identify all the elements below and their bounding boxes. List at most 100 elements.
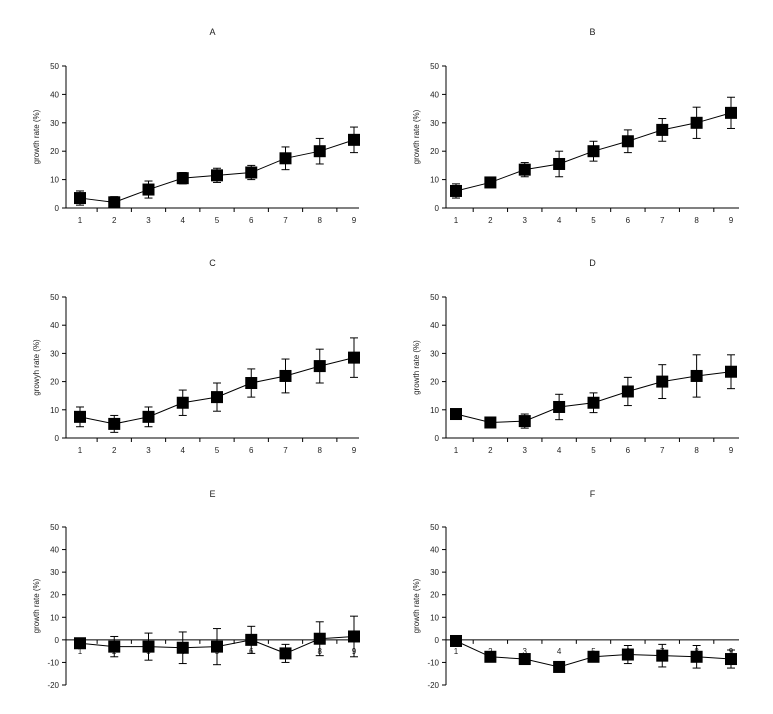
data-point <box>621 385 634 398</box>
y-tick-label: 0 <box>435 434 440 443</box>
data-point <box>142 183 155 196</box>
x-tick-label: 9 <box>729 446 734 455</box>
chart-title: A <box>209 27 215 37</box>
x-tick-label: 2 <box>488 216 493 225</box>
chart-panel-b: B 0 10 20 30 40 50 1 2 3 4 5 6 7 8 9 growth rate (%) <box>412 27 739 225</box>
chart-title: B <box>589 27 595 37</box>
x-tick-label: 9 <box>352 446 357 455</box>
data-point <box>553 157 566 170</box>
x-tick-label: 5 <box>215 216 220 225</box>
data-point <box>108 196 121 209</box>
y-tick-label: 50 <box>50 293 59 302</box>
y-tick-label: 0 <box>55 434 60 443</box>
chart-panel-e: E-20-1001020304050123456789growth rate (… <box>32 489 360 690</box>
chart-title: E <box>209 489 215 499</box>
data-point <box>211 391 223 404</box>
x-tick-label: 1 <box>454 647 459 656</box>
data-point <box>74 192 86 205</box>
x-tick-label: 4 <box>557 216 562 225</box>
x-tick-label: 5 <box>591 446 596 455</box>
x-tick-label: 6 <box>249 216 254 225</box>
x-tick-label: 9 <box>352 216 357 225</box>
y-tick-label: 20 <box>50 147 59 156</box>
y-tick-label: 50 <box>50 523 59 532</box>
y-tick-label: 40 <box>430 321 439 330</box>
data-point <box>279 152 292 165</box>
x-tick-label: 5 <box>215 446 220 455</box>
chart-title: D <box>589 258 596 268</box>
y-tick-label: 0 <box>55 636 60 645</box>
y-tick-label: 0 <box>435 636 440 645</box>
data-point <box>211 169 223 182</box>
data-point <box>656 123 669 136</box>
y-tick-label: 0 <box>435 204 440 213</box>
data-point <box>518 163 531 176</box>
data-point <box>142 410 155 423</box>
data-point <box>656 649 669 662</box>
data-point <box>725 106 737 119</box>
x-tick-label: 8 <box>318 446 323 455</box>
x-tick-label: 3 <box>146 446 151 455</box>
data-point <box>553 400 566 413</box>
data-point <box>313 360 326 373</box>
data-point <box>176 396 189 409</box>
x-tick-label: 6 <box>249 446 254 455</box>
x-tick-label: 6 <box>626 446 631 455</box>
data-point <box>621 135 634 148</box>
data-point <box>587 145 600 158</box>
data-point <box>245 633 258 646</box>
data-point <box>484 416 497 429</box>
y-tick-label: 40 <box>430 90 439 99</box>
y-tick-label: 30 <box>50 349 59 358</box>
y-tick-label: 40 <box>50 546 59 555</box>
y-tick-label: -20 <box>427 681 439 690</box>
chart-panel-a: A 0 10 20 30 40 50 1 2 3 4 5 6 7 8 9 growth rate (%) <box>32 27 360 225</box>
y-tick-label: 10 <box>50 406 59 415</box>
data-point <box>587 396 600 409</box>
data-point <box>484 650 497 663</box>
y-tick-label: 30 <box>430 349 439 358</box>
data-point <box>450 184 462 197</box>
data-point <box>690 650 703 663</box>
x-tick-label: 1 <box>78 216 83 225</box>
data-point <box>108 417 121 430</box>
x-tick-label: 1 <box>78 647 83 656</box>
y-tick-label: 30 <box>430 119 439 128</box>
y-tick-label: 10 <box>50 613 59 622</box>
y-axis-label: growth rate (%) <box>412 340 421 395</box>
data-point <box>484 176 497 189</box>
x-tick-label: 7 <box>660 216 665 225</box>
x-tick-label: 3 <box>146 216 151 225</box>
data-point <box>108 640 121 653</box>
x-tick-label: 8 <box>318 216 323 225</box>
x-tick-label: 3 <box>523 647 528 656</box>
data-point <box>279 647 292 660</box>
x-tick-label: 7 <box>660 446 665 455</box>
y-tick-label: 40 <box>50 321 59 330</box>
y-tick-label: 20 <box>430 147 439 156</box>
y-tick-label: 10 <box>430 613 439 622</box>
x-tick-label: 4 <box>557 647 562 656</box>
x-tick-label: 8 <box>694 216 699 225</box>
data-point <box>245 166 258 179</box>
data-point <box>518 415 531 428</box>
y-tick-label: 20 <box>430 378 439 387</box>
data-point <box>587 650 600 663</box>
y-axis-label: growth rate (%) <box>412 578 421 633</box>
data-point <box>313 145 326 158</box>
x-tick-label: 1 <box>454 446 459 455</box>
y-tick-label: 20 <box>50 378 59 387</box>
data-point <box>211 640 223 653</box>
x-tick-label: 7 <box>283 216 288 225</box>
y-axis-label: growth rate (%) <box>412 109 421 164</box>
data-point <box>725 365 737 378</box>
x-tick-label: 4 <box>557 446 562 455</box>
data-point <box>348 133 360 146</box>
y-axis-label: growth rate (%) <box>32 578 41 633</box>
y-tick-label: 20 <box>50 591 59 600</box>
data-point <box>348 630 360 643</box>
data-point <box>621 648 634 661</box>
data-point <box>450 634 462 647</box>
data-point <box>450 408 462 421</box>
